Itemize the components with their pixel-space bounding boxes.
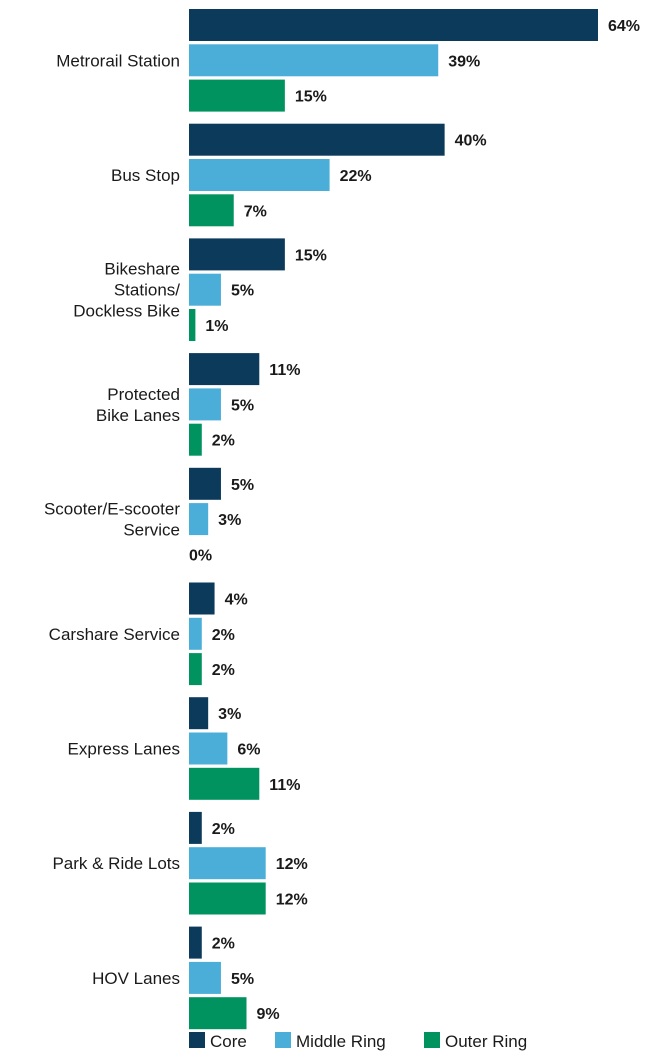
data-label: 22% [340,168,372,185]
data-label: 5% [231,283,254,300]
bar-outer-ring [189,194,234,227]
data-label: 2% [212,821,235,838]
bar-core [189,9,598,41]
bar-core [189,811,202,844]
legend-label: Core [210,1032,247,1051]
bar-middle-ring [189,273,221,306]
category-label: Protected [107,385,180,404]
data-label: 3% [218,706,241,723]
bar-core [189,238,285,271]
legend-swatch [424,1032,440,1048]
legend-swatch [275,1032,291,1048]
bar-middle-ring [189,159,330,191]
data-label: 2% [212,936,235,953]
data-label: 2% [212,433,235,450]
bar-middle-ring [189,961,221,994]
data-label: 64% [608,18,640,35]
data-label: 2% [212,662,235,679]
data-label: 5% [231,397,254,414]
category-label: Express Lanes [68,740,180,759]
bar-outer-ring [189,997,247,1030]
data-label: 4% [225,592,248,609]
bar-middle-ring [189,617,202,650]
data-label: 11% [269,777,300,794]
category-label: Scooter/E-scooter [44,500,180,519]
bar-core [189,926,202,959]
data-label: 15% [295,247,327,264]
category-label: Bus Stop [111,166,180,185]
data-label: 12% [276,892,308,909]
bar-middle-ring [189,847,266,880]
category-label: Dockless Bike [73,302,180,321]
category-label: Bike Lanes [96,406,180,425]
category-label: HOV Lanes [92,969,180,988]
data-label: 5% [231,971,254,988]
bar-outer-ring [189,423,202,456]
data-label: 9% [257,1006,280,1023]
data-label: 12% [276,856,308,873]
bar-outer-ring [189,79,285,112]
legend-label: Middle Ring [296,1032,386,1051]
legend-label: Outer Ring [445,1032,527,1051]
legend-swatch [189,1032,205,1048]
category-label: Carshare Service [49,625,180,644]
category-label: Park & Ride Lots [52,854,180,873]
bar-outer-ring [189,767,260,800]
category-label: Service [123,521,180,540]
data-label: 0% [189,547,212,564]
category-label: Stations/ [114,281,180,300]
bar-middle-ring [189,388,221,421]
bar-outer-ring [189,653,202,686]
bar-outer-ring [189,309,196,341]
bar-core [189,123,445,156]
bar-core [189,353,260,386]
bar-core [189,582,215,615]
bar-middle-ring [189,732,228,765]
bar-core [189,467,221,500]
bar-middle-ring [189,503,209,536]
category-label: Bikeshare [104,260,180,279]
data-label: 1% [205,318,228,335]
data-label: 3% [218,512,241,529]
data-label: 6% [237,742,260,759]
bar-middle-ring [189,44,439,77]
data-label: 7% [244,203,267,220]
data-label: 5% [231,477,254,494]
data-label: 11% [269,362,300,379]
data-label: 39% [448,53,480,70]
category-label: Metrorail Station [56,51,180,70]
data-label: 2% [212,627,235,644]
bar-core [189,697,209,730]
data-label: 15% [295,89,327,106]
data-label: 40% [455,133,487,150]
bar-outer-ring [189,882,266,915]
